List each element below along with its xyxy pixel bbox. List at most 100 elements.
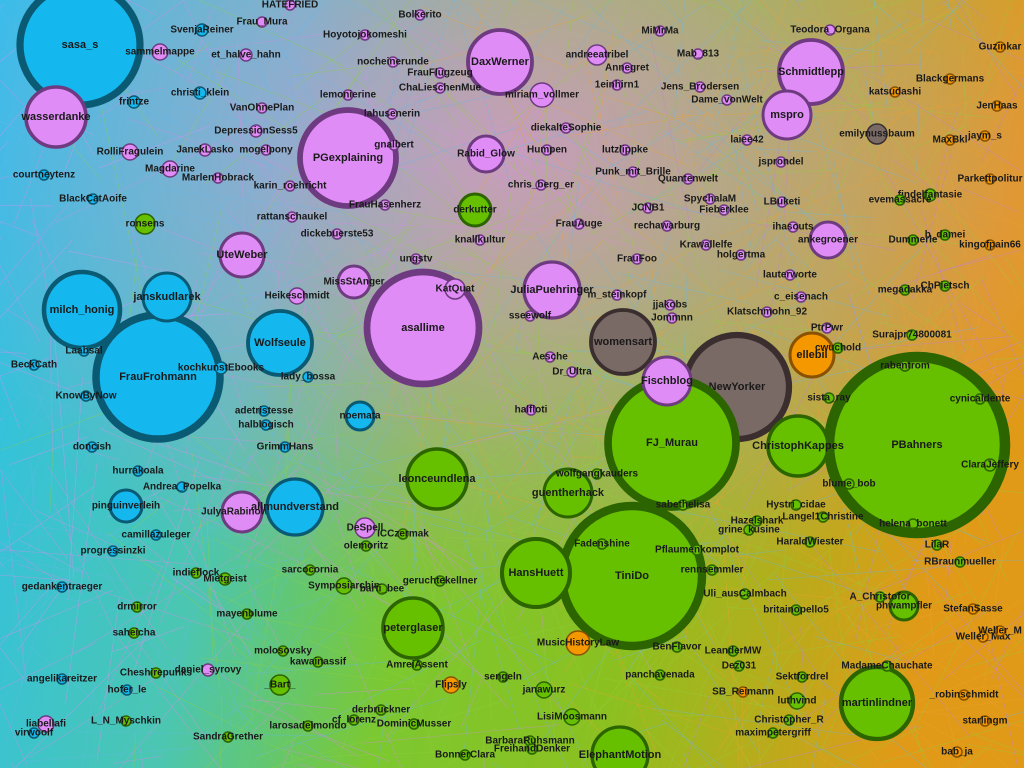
node-circle bbox=[627, 166, 639, 178]
node: Dr_Ultra bbox=[552, 366, 592, 378]
edge bbox=[948, 683, 1011, 693]
edge bbox=[453, 495, 520, 730]
edge bbox=[0, 348, 31, 362]
node-circle bbox=[671, 641, 683, 653]
node: et_halve_hahn bbox=[211, 48, 281, 62]
edge bbox=[843, 713, 884, 768]
edge bbox=[249, 699, 337, 710]
edge bbox=[402, 0, 454, 158]
node: BenFlavor bbox=[653, 641, 702, 653]
edge bbox=[113, 755, 163, 764]
edge bbox=[369, 411, 533, 428]
edge bbox=[0, 549, 195, 565]
node-circle bbox=[788, 331, 836, 379]
node-circle bbox=[212, 172, 224, 184]
node: molosovsky bbox=[254, 645, 312, 657]
node-label: indieflock bbox=[173, 568, 220, 579]
node-label: olemoritz bbox=[344, 541, 388, 552]
node-circle bbox=[107, 545, 119, 557]
node-label: ClaraJeffery bbox=[961, 460, 1019, 471]
edge bbox=[250, 702, 284, 735]
node: FrauAuge bbox=[556, 218, 603, 230]
edge bbox=[159, 57, 218, 61]
node-circle bbox=[56, 581, 68, 593]
node-label: derkutter bbox=[453, 205, 496, 216]
edge bbox=[297, 763, 316, 768]
node: MadameChauchate bbox=[841, 660, 933, 672]
node: lauterworte bbox=[763, 269, 817, 281]
edge bbox=[75, 538, 267, 654]
node: Blackgermans bbox=[916, 73, 985, 85]
edge bbox=[961, 0, 986, 21]
node-circle bbox=[691, 544, 703, 556]
edge bbox=[110, 200, 275, 233]
node-circle bbox=[258, 405, 270, 417]
edge bbox=[714, 508, 760, 519]
edge bbox=[324, 213, 417, 362]
edge bbox=[958, 186, 1018, 212]
edge bbox=[47, 176, 118, 259]
node-circle bbox=[193, 86, 207, 100]
edge bbox=[158, 416, 236, 658]
edge bbox=[775, 442, 795, 678]
edge bbox=[963, 650, 1024, 669]
edge bbox=[178, 617, 354, 754]
node-label: Teodora_Organa bbox=[790, 25, 870, 36]
node-circle bbox=[874, 591, 886, 603]
edge bbox=[574, 134, 628, 243]
node: LeanderMW bbox=[705, 645, 762, 657]
node: sarcocornia bbox=[282, 564, 339, 576]
edge bbox=[222, 558, 296, 571]
edge bbox=[32, 383, 111, 557]
node-circle bbox=[951, 746, 963, 758]
node-label: Dummerle bbox=[889, 235, 938, 246]
node-circle bbox=[256, 102, 268, 114]
node: Guzinkar bbox=[979, 41, 1021, 53]
node-circle bbox=[631, 253, 643, 265]
node: sista_ray bbox=[807, 392, 851, 404]
node-label: LilaR bbox=[925, 540, 950, 551]
edge bbox=[895, 633, 1010, 716]
node: findelfantasie bbox=[898, 188, 963, 202]
node-circle bbox=[128, 627, 140, 639]
edge bbox=[14, 629, 156, 768]
node-circle bbox=[302, 720, 314, 732]
node-label: FJ_Murau bbox=[646, 437, 698, 449]
node-label: nocheinerunde bbox=[357, 57, 429, 68]
node-label: Magdarine bbox=[145, 164, 195, 175]
node-circle bbox=[899, 360, 911, 372]
edge bbox=[569, 683, 733, 734]
edge bbox=[397, 462, 436, 603]
node-label: Pflaumenkomplot bbox=[655, 545, 740, 556]
edge bbox=[0, 203, 69, 286]
node-label: jsprondel bbox=[757, 157, 803, 168]
edge bbox=[0, 8, 28, 48]
node: daniel_syrovy bbox=[175, 663, 242, 677]
node-label: LisiMoosmann bbox=[537, 712, 607, 723]
node-circle bbox=[931, 539, 943, 551]
edge bbox=[870, 0, 909, 35]
node: JenHaas bbox=[976, 100, 1018, 112]
node: chris_berg_er bbox=[508, 179, 574, 191]
node-circle bbox=[297, 107, 399, 209]
node-circle bbox=[408, 718, 420, 730]
node: _Bart_ bbox=[263, 674, 296, 696]
node-label: SandraGrether bbox=[193, 732, 263, 743]
node: megadakka bbox=[878, 284, 933, 296]
edge bbox=[743, 226, 771, 262]
node-label: MiMrMa bbox=[641, 26, 679, 37]
edge bbox=[647, 21, 694, 239]
node-label: mayenblume bbox=[216, 609, 278, 620]
node-circle bbox=[198, 143, 212, 157]
node-label: HATEFRIED bbox=[262, 0, 318, 11]
node: ankegroener bbox=[798, 220, 858, 260]
node-label: diekalteSophie bbox=[531, 123, 602, 134]
node: diekalteSophie bbox=[531, 122, 602, 134]
edge bbox=[0, 221, 39, 237]
node-label: sista_ray bbox=[807, 393, 851, 404]
edge bbox=[462, 538, 568, 768]
node-circle bbox=[706, 564, 718, 576]
node-circle bbox=[28, 727, 40, 739]
edge bbox=[738, 510, 756, 600]
edge bbox=[759, 0, 790, 31]
